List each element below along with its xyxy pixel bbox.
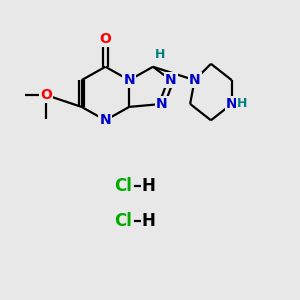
Text: N: N bbox=[165, 73, 177, 87]
Text: N: N bbox=[226, 97, 238, 111]
Text: H: H bbox=[142, 212, 155, 230]
Text: H: H bbox=[142, 177, 155, 195]
Text: H: H bbox=[155, 48, 166, 61]
Text: N: N bbox=[123, 73, 135, 87]
Text: O: O bbox=[40, 88, 52, 102]
Text: N: N bbox=[156, 97, 168, 111]
Text: Cl: Cl bbox=[114, 212, 132, 230]
Text: Cl: Cl bbox=[114, 177, 132, 195]
Text: N: N bbox=[189, 73, 200, 87]
Text: H: H bbox=[237, 98, 247, 110]
Text: N: N bbox=[100, 113, 111, 127]
Text: O: O bbox=[100, 32, 111, 46]
